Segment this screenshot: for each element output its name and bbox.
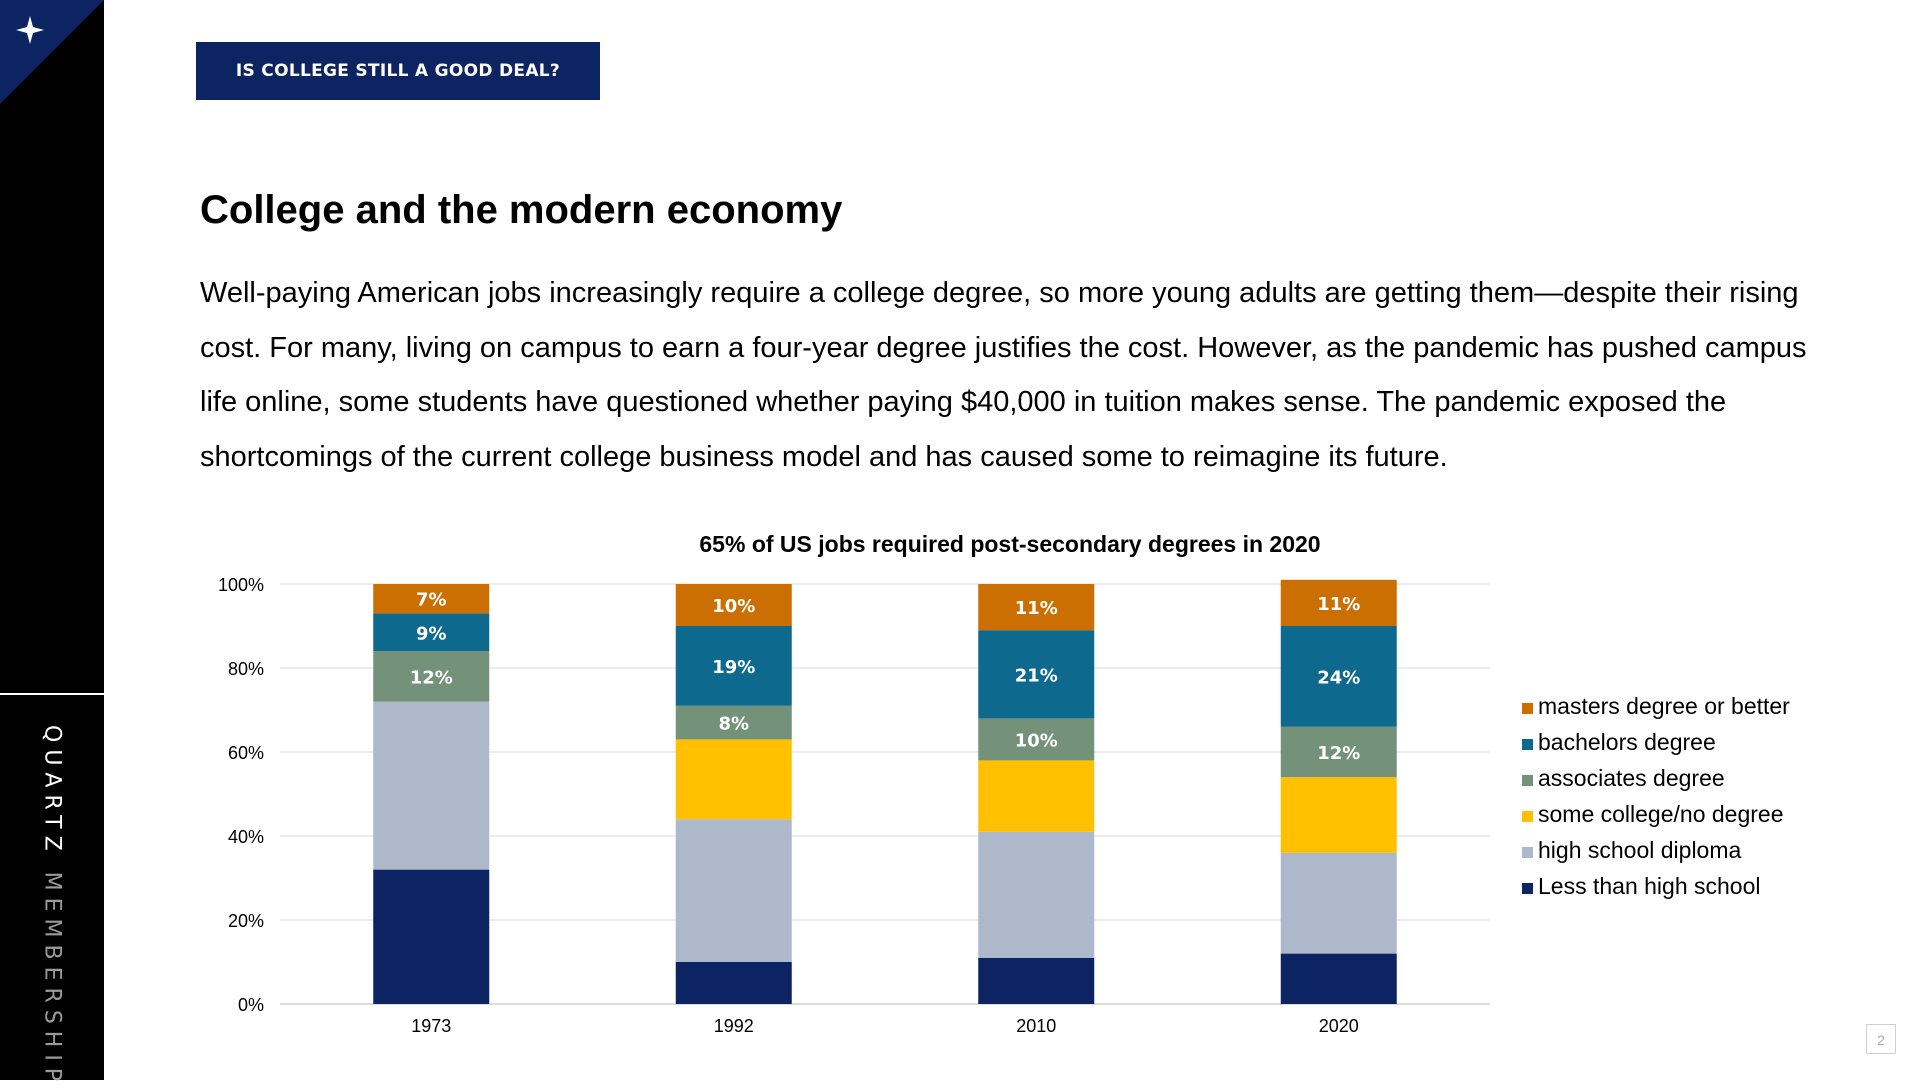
legend-label: bachelors degree [1538,729,1716,755]
bar-segment [1280,953,1397,1004]
x-tick-label: 2010 [1016,1016,1056,1036]
bar-segment [373,584,490,614]
legend-label: masters degree or better [1538,693,1790,719]
legend-label: Less than high school [1538,873,1761,899]
sidebar: QUARTZ MEMBERSHIP [0,0,104,1088]
sparkle-icon [16,16,44,44]
legend-label: associates degree [1538,765,1725,791]
bar-segment [1280,726,1397,778]
legend-swatch [1522,775,1533,786]
bar-segment [978,760,1095,832]
legend-swatch [1522,811,1533,822]
data-label: 24% [1317,667,1360,688]
sidebar-divider [0,693,104,695]
bar-segment [978,957,1095,1004]
bar-segment [978,584,1095,631]
y-tick-label: 20% [228,911,264,931]
page-title: College and the modern economy [200,188,843,232]
data-label: 7% [416,590,447,611]
bar-segment [978,718,1095,761]
bar-segment [675,705,792,740]
bar-segment [1280,852,1397,954]
body-paragraph: Well-paying American jobs increasingly r… [200,277,1807,473]
bar-segment [978,831,1095,958]
bar-segment [675,626,792,706]
bar-segment [373,869,490,1004]
x-tick-label: 2020 [1319,1016,1359,1036]
bar-segment [1280,777,1397,853]
bar-segment [675,962,792,1004]
y-tick-label: 100% [218,575,264,595]
legend-swatch [1522,739,1533,750]
chart-title: 65% of US jobs required post-secondary d… [699,531,1320,557]
legend-label: high school diploma [1538,837,1742,863]
bar-segment [373,613,490,652]
x-tick-label: 1992 [714,1016,754,1036]
bar-segment [373,701,490,870]
legend-label: some college/no degree [1538,801,1784,827]
bar-segment [1280,579,1397,626]
y-tick-label: 40% [228,827,264,847]
data-label: 8% [718,714,749,735]
data-label: 9% [416,623,447,644]
page-number: 2 [1866,1024,1896,1054]
y-tick-label: 80% [228,659,264,679]
data-label: 11% [1015,598,1058,619]
legend-swatch [1522,703,1533,714]
data-label: 19% [712,657,755,678]
data-label: 10% [712,596,755,617]
legend-swatch [1522,883,1533,894]
bar-segment [1280,626,1397,727]
sidebar-corner [0,0,104,104]
data-label: 12% [1317,743,1360,764]
y-tick-label: 60% [228,743,264,763]
data-label: 11% [1317,594,1360,615]
bar-segment [675,584,792,626]
bar-segment [675,739,792,820]
bar-segment [373,651,490,702]
x-tick-label: 1973 [411,1016,451,1036]
y-tick-label: 0% [238,995,264,1015]
data-label: 10% [1015,730,1058,751]
legend-swatch [1522,847,1533,858]
data-label: 21% [1015,665,1058,686]
bar-segment [978,630,1095,719]
bar-segment [675,819,792,962]
section-tag: IS COLLEGE STILL A GOOD DEAL? [196,42,600,100]
data-label: 12% [410,667,453,688]
